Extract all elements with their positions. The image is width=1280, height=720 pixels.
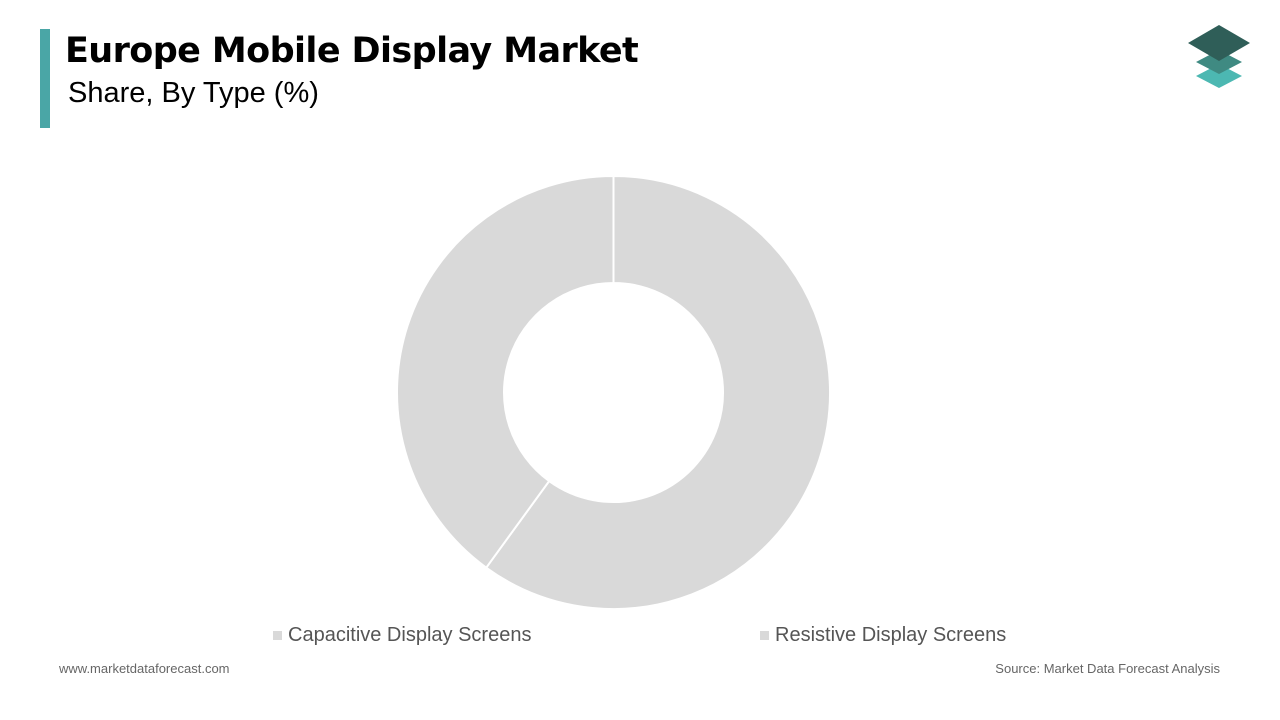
legend-swatch-capacitive bbox=[273, 630, 282, 640]
legend-label-resistive: Resistive Display Screens bbox=[775, 623, 1007, 646]
title-accent-bar bbox=[40, 29, 50, 128]
logo-layer-bottom bbox=[1196, 64, 1242, 88]
legend-swatch-resistive bbox=[760, 630, 769, 640]
legend-label-capacitive: Capacitive Display Screens bbox=[288, 623, 532, 646]
logo-layer-middle bbox=[1196, 50, 1242, 74]
donut-slice-capacitive-display-screens bbox=[484, 174, 831, 610]
page-title: Europe Mobile Display Market bbox=[65, 31, 639, 71]
stacked-layers-logo-icon bbox=[1188, 25, 1250, 88]
legend-item-resistive: Resistive Display Screens bbox=[760, 622, 1006, 648]
footer-website[interactable]: www.marketdataforecast.com bbox=[59, 661, 230, 676]
footer-source: Source: Market Data Forecast Analysis bbox=[995, 661, 1220, 676]
page-subtitle: Share, By Type (%) bbox=[68, 77, 319, 109]
logo-layer-top bbox=[1188, 25, 1250, 61]
legend-item-capacitive: Capacitive Display Screens bbox=[273, 622, 531, 648]
donut-slice-resistive-display-screens bbox=[396, 174, 615, 570]
